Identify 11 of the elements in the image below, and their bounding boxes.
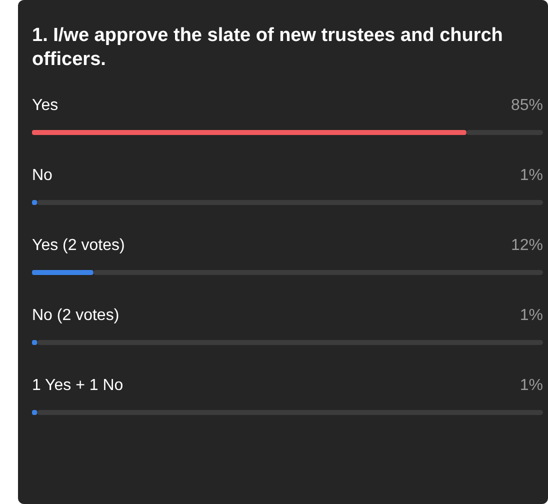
y-tick-label: 1 Yes + 1 No [32,377,124,394]
y-tick-label: No [32,167,53,184]
y-tick-label: No (2 votes) [32,307,120,324]
data-label: 1% [520,167,543,184]
data-label: 1% [520,307,543,324]
y-tick-label: Yes [32,97,58,114]
chart-title: 1. I/we approve the slate of new trustees and church officers. [32,24,504,72]
y-tick-label: Yes (2 votes) [32,237,125,254]
data-label: 1% [520,377,543,394]
data-label: 85% [510,97,543,114]
data-label: 12% [510,237,543,254]
